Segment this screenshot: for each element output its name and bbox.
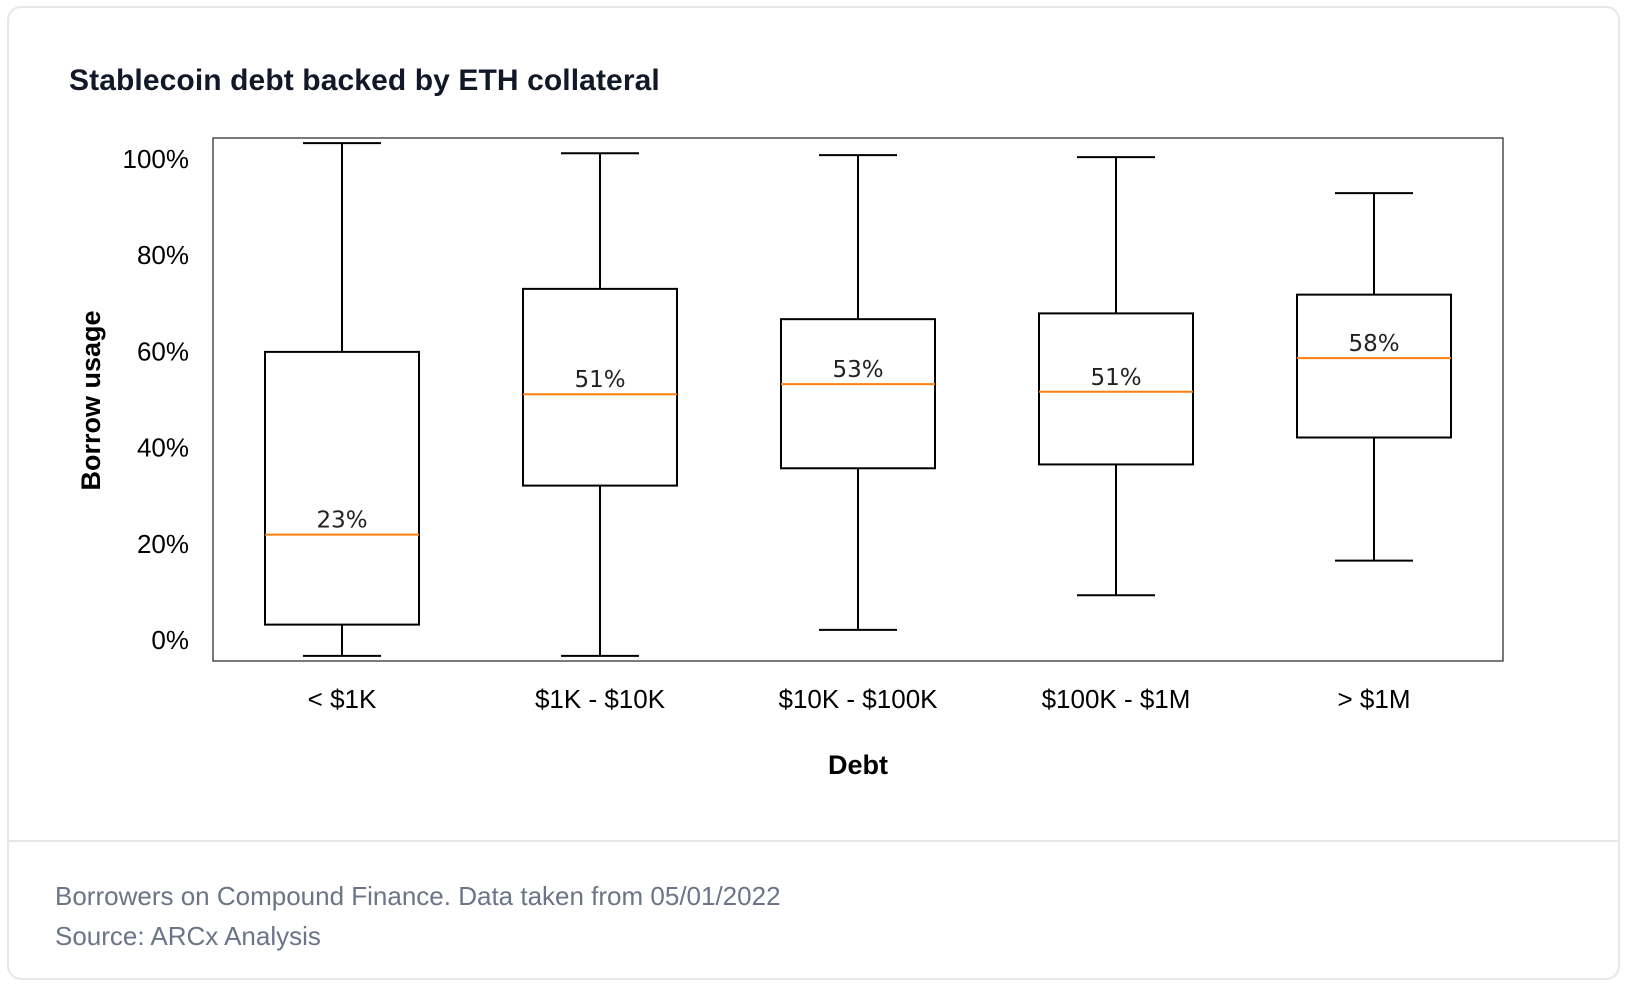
x-axis: < $1K $1K - $10K $10K - $100K $100K - $1M > … [308,684,1411,714]
y-axis-title: Borrow usage [76,310,106,490]
x-axis-title: Debt [828,750,888,780]
iqr-box [522,287,678,487]
plot-frame [212,137,1504,662]
median-label: 23% [316,508,367,534]
box-group: 53% [780,154,936,631]
box-group: 51% [1038,156,1194,597]
box-series: 23% 51% 53% 51% 58% [264,142,1452,657]
x-tick-label: < $1K [308,684,377,714]
iqr-box [1296,293,1452,439]
median-label: 58% [1348,331,1399,357]
y-tick-label: 100% [123,144,190,174]
footer-note: Borrowers on Compound Finance. Data take… [55,881,781,911]
y-tick-label: 20% [137,529,189,559]
y-tick-label: 40% [137,433,189,463]
footer-source: Source: ARCx Analysis [55,921,321,951]
y-tick-label: 60% [137,336,189,366]
x-tick-label: $10K - $100K [778,684,938,714]
iqr-box [264,350,420,626]
x-tick-label: $1K - $10K [535,684,666,714]
chart-title: Stablecoin debt backed by ETH collateral [69,64,660,97]
iqr-box [1038,312,1194,466]
box-group: 23% [264,142,420,657]
box-group: 51% [522,152,678,657]
iqr-box [780,318,936,470]
y-axis: 0% 20% 40% 60% 80% 100% [123,144,190,655]
footer-divider [9,840,1618,842]
chart-footer: Borrowers on Compound Finance. Data take… [55,876,781,956]
x-tick-label: $100K - $1M [1042,684,1191,714]
median-label: 51% [574,367,625,393]
median-label: 53% [832,357,883,383]
x-tick-label: > $1M [1338,684,1411,714]
median-label: 51% [1090,365,1141,391]
y-tick-label: 80% [137,240,189,270]
box-group: 58% [1296,192,1452,562]
plot-border [212,137,1504,662]
chart-card: Stablecoin debt backed by ETH collateral… [7,6,1620,980]
y-tick-label: 0% [151,625,189,655]
box-plot: 0% 20% 40% 60% 80% 100% < $1K $1K - $10K $10K -… [76,137,1504,780]
